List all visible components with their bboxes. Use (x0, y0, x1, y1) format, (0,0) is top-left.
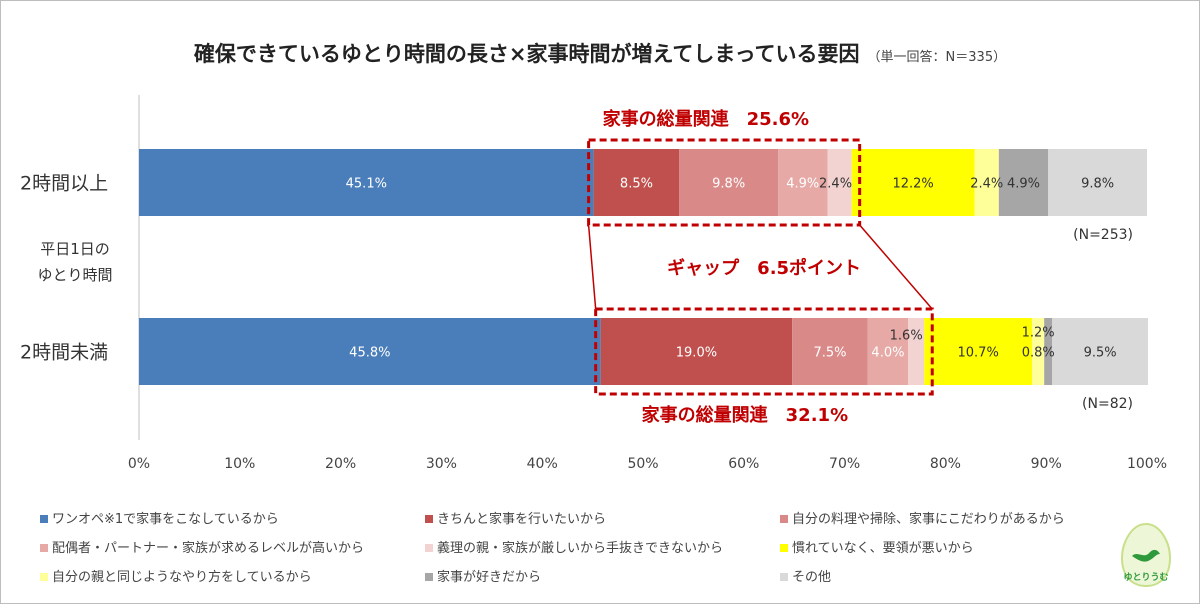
x-tick-label-7: 70% (829, 456, 860, 472)
data-label-r0-s5: 12.2% (892, 177, 933, 192)
x-tick-label-8: 80% (930, 456, 961, 472)
category-label-1: 2時間未満 (20, 342, 108, 364)
bar-segment-r1-s4 (908, 318, 925, 385)
bar-segment-r1-s5 (924, 318, 1033, 385)
data-label-r1-s3: 4.0% (871, 346, 904, 361)
bar-segment-r0-s0 (139, 149, 594, 216)
bar-segment-r0-s7 (998, 149, 1049, 216)
axis-title-line-1: ゆとり時間 (37, 266, 112, 284)
bar-segment-r0-s6 (974, 149, 999, 216)
data-label-r1-s4: 1.6% (890, 329, 923, 344)
x-tick-label-5: 50% (627, 456, 658, 472)
bar-segment-r1-s0 (139, 318, 601, 385)
legend-item-4: 義理の親・家族が厳しいから手抜きできないから (425, 537, 723, 556)
legend-item-0: ワンオペ※1で家事をこなしているから (40, 508, 279, 527)
legend-swatch (780, 572, 788, 581)
legend-swatch (40, 514, 48, 523)
category-label-0: 2時間以上 (20, 173, 108, 195)
data-label-r0-s6: 2.4% (970, 177, 1003, 192)
legend-label: 配偶者・パートナー・家族が求めるレベルが高いから (52, 541, 365, 556)
connector-right (859, 224, 933, 310)
x-tick-label-4: 40% (527, 456, 558, 472)
data-label-r0-s2: 9.8% (712, 177, 745, 192)
bar-segment-r1-s2 (792, 318, 868, 385)
x-tick-label-9: 90% (1031, 456, 1062, 472)
data-label-r1-s8: 9.5% (1084, 346, 1117, 361)
legend-item-3: 配偶者・パートナー・家族が求めるレベルが高いから (40, 537, 364, 556)
legend-item-7: 家事が好きだから (425, 566, 541, 585)
x-tick-label-3: 30% (426, 456, 457, 472)
legend-label: 義理の親・家族が厳しいから手抜きできないから (437, 541, 724, 556)
x-tick-label-10: 100% (1127, 456, 1167, 472)
legend-label: ワンオペ※1で家事をこなしているから (52, 512, 279, 527)
x-tick-label-2: 20% (325, 456, 356, 472)
legend-label: 自分の料理や掃除、家事にこだわりがあるから (792, 512, 1065, 527)
legend-label: 自分の親と同じようなやり方をしているから (52, 570, 312, 585)
title-row: 確保できているゆとり時間の長さ×家事時間が増えてしまっている要因 （単一回答：N＝… (0, 38, 1200, 68)
legend-label: 慣れていなく、要領が悪いから (792, 541, 974, 556)
bar-segment-r0-s4 (827, 149, 852, 216)
legend-label: その他 (792, 570, 832, 585)
x-tick-label-1: 10% (224, 456, 255, 472)
gap-label: ギャップ 6.5ポイント (667, 257, 861, 279)
axis-title-line-0: 平日1日の (40, 240, 110, 258)
bar-segment-r1-s3 (867, 318, 909, 385)
bar-segment-r0-s5 (851, 149, 975, 216)
chart-subtitle: （単一回答：N＝335） (867, 50, 1007, 65)
legend-swatch (40, 543, 48, 552)
data-label-r0-s7: 4.9% (1007, 177, 1040, 192)
legend-swatch (780, 543, 788, 552)
x-tick-label-0: 0% (128, 456, 150, 472)
chart-title: 確保できているゆとり時間の長さ×家事時間が増えてしまっている要因 (193, 42, 860, 66)
bar-segment-r1-s7 (1044, 318, 1053, 385)
data-label-r0-s1: 8.5% (620, 177, 653, 192)
data-label-r0-s0: 45.1% (346, 177, 387, 192)
legend-swatch (780, 514, 788, 523)
bar-segment-r0-s2 (679, 149, 779, 216)
legend-item-8: その他 (780, 566, 831, 585)
bar-segment-r1-s8 (1052, 318, 1149, 385)
bar-segment-r1-s6 (1032, 318, 1045, 385)
legend-swatch (425, 543, 433, 552)
group-box-1 (594, 307, 934, 396)
legend-swatch (40, 572, 48, 581)
svg-text:ゆとりうむ: ゆとりうむ (1123, 572, 1168, 583)
data-label-r1-s1: 19.0% (676, 346, 717, 361)
legend-swatch (425, 572, 433, 581)
connector-left (587, 224, 597, 310)
data-label-r0-s4: 2.4% (819, 177, 852, 192)
n-label-0: (N=253) (1073, 227, 1133, 243)
data-label-r1-s7: 0.8% (1022, 346, 1055, 361)
legend-swatch (425, 514, 433, 523)
group-box-0 (587, 138, 862, 227)
legend-item-5: 慣れていなく、要領が悪いから (780, 537, 974, 556)
data-label-r0-s3: 4.9% (786, 177, 819, 192)
legend-item-1: きちんと家事を行いたいから (425, 508, 606, 527)
data-label-r0-s8: 9.8% (1081, 177, 1114, 192)
group-label-top: 家事の総量関連 25.6% (603, 108, 809, 130)
bar-segment-r0-s1 (593, 149, 680, 216)
legend-item-2: 自分の料理や掃除、家事にこだわりがあるから (780, 508, 1065, 527)
data-label-r1-s6: 1.2% (1022, 326, 1055, 341)
legend-item-6: 自分の親と同じようなやり方をしているから (40, 566, 312, 585)
legend-label: きちんと家事を行いたいから (437, 512, 607, 527)
data-label-r1-s2: 7.5% (813, 346, 846, 361)
group-label-bottom: 家事の総量関連 32.1% (642, 404, 848, 426)
n-label-1: (N=82) (1082, 396, 1133, 412)
legend-label: 家事が好きだから (437, 570, 542, 585)
bar-segment-r1-s1 (600, 318, 793, 385)
x-tick-label-6: 60% (728, 456, 759, 472)
data-label-r1-s5: 10.7% (958, 346, 999, 361)
bar-segment-r0-s8 (1048, 149, 1147, 216)
yutorium-logo: ゆとりうむ (1120, 522, 1172, 588)
data-label-r1-s0: 45.8% (349, 346, 390, 361)
bar-segment-r0-s3 (778, 149, 828, 216)
